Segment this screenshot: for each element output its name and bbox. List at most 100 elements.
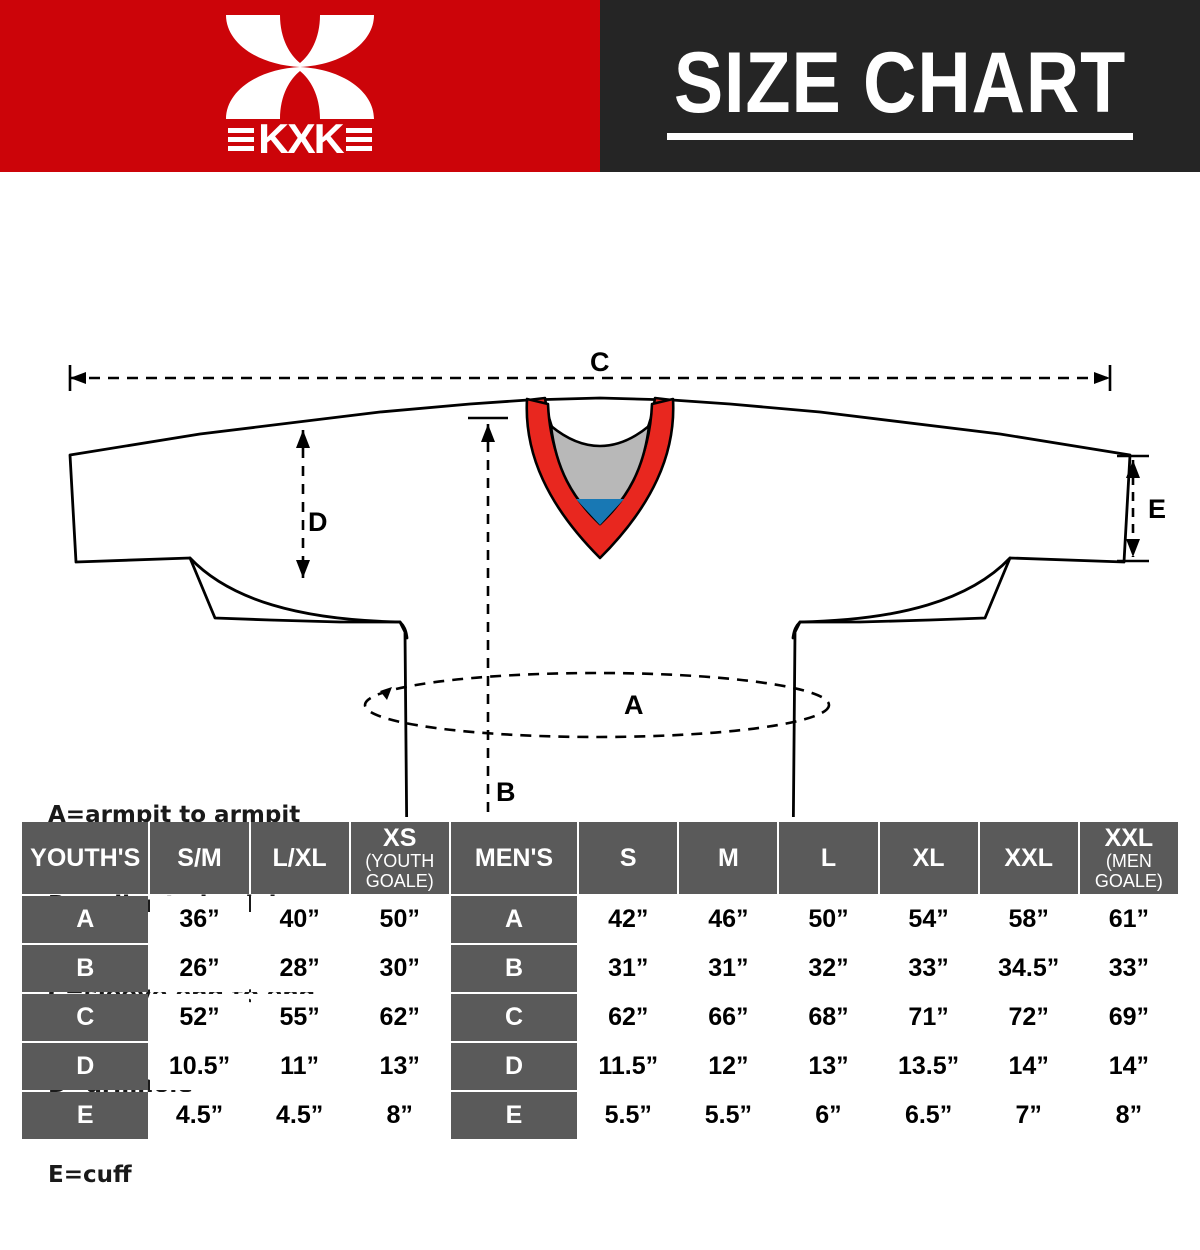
cell-youth-xs-a: 50” [350, 896, 449, 943]
col-header-m: M [679, 822, 778, 894]
cell-youth-lxl-e: 4.5” [250, 1092, 349, 1139]
title-block: SIZE CHART [637, 37, 1163, 140]
row-label-men-b: B [450, 945, 578, 992]
cell-men-xxlgoale-e: 8” [1079, 1092, 1178, 1139]
cell-men-m-a: 46” [679, 896, 778, 943]
row-label-youth-d: D [22, 1043, 149, 1090]
cell-men-m-c: 66” [679, 994, 778, 1041]
cell-youth-sm-b: 26” [150, 945, 249, 992]
col-header-xs-main: XS [383, 824, 417, 852]
bars-left-icon [227, 127, 254, 151]
cell-men-xxlgoale-d: 14” [1079, 1043, 1178, 1090]
brand-wordmark: KXK [210, 115, 390, 162]
cell-youth-sm-e: 4.5” [150, 1092, 249, 1139]
table-header-row: YOUTH'S S/M L/XL XS (YOUTH GOALE) MEN'S … [22, 822, 1178, 894]
page-header: KXK SIZE CHART [0, 0, 1200, 172]
row-label-youth-c: C [22, 994, 149, 1041]
cell-youth-lxl-d: 11” [250, 1043, 349, 1090]
row-label-youth-e: E [22, 1092, 149, 1139]
cell-men-xl-b: 33” [879, 945, 978, 992]
size-table: YOUTH'S S/M L/XL XS (YOUTH GOALE) MEN'S … [20, 820, 1180, 1141]
cell-men-xl-d: 13.5” [879, 1043, 978, 1090]
size-table-body: YOUTH'S S/M L/XL XS (YOUTH GOALE) MEN'S … [22, 822, 1178, 1139]
dimension-d [296, 430, 310, 578]
dimension-b [468, 416, 508, 817]
col-header-xxl-main: XXL [1104, 824, 1154, 852]
jersey-outline [68, 396, 1132, 817]
cell-youth-xs-b: 30” [350, 945, 449, 992]
dimension-label-b: B [496, 777, 516, 807]
cell-men-xl-c: 71” [879, 994, 978, 1041]
row-label-men-d: D [450, 1043, 578, 1090]
bars-right-icon [346, 127, 373, 151]
jersey-drawing [68, 365, 1149, 817]
col-header-lxl: L/XL [250, 822, 349, 894]
cell-men-l-b: 32” [779, 945, 878, 992]
col-header-xxl: XXL [979, 822, 1078, 894]
row-label-men-a: A [450, 896, 578, 943]
cell-men-s-b: 31” [579, 945, 678, 992]
col-header-sm: S/M [150, 822, 249, 894]
underarm-curves [188, 556, 1012, 640]
brand-logo: KXK [210, 11, 390, 161]
cell-youth-lxl-c: 55” [250, 994, 349, 1041]
title-panel: SIZE CHART [600, 0, 1200, 172]
cell-men-l-e: 6” [779, 1092, 878, 1139]
cell-men-l-a: 50” [779, 896, 878, 943]
col-header-xl: XL [879, 822, 978, 894]
cell-men-xl-a: 54” [879, 896, 978, 943]
table-row: E 4.5” 4.5” 8” E 5.5” 5.5” 6” 6.5” 7” 8” [22, 1092, 1178, 1139]
cell-youth-xs-d: 13” [350, 1043, 449, 1090]
cell-men-m-e: 5.5” [679, 1092, 778, 1139]
cell-youth-sm-a: 36” [150, 896, 249, 943]
title-underline [667, 132, 1133, 140]
col-header-youths: YOUTH'S [22, 822, 149, 894]
cell-men-xxl-e: 7” [979, 1092, 1078, 1139]
legend-item-e: E=cuff [48, 1162, 132, 1188]
cell-men-m-b: 31” [679, 945, 778, 992]
page-title: SIZE CHART [673, 34, 1127, 131]
cell-youth-sm-d: 10.5” [150, 1043, 249, 1090]
jersey-collar [525, 396, 675, 560]
cell-youth-xs-e: 8” [350, 1092, 449, 1139]
col-header-xxl-sub: (MEN GOALE) [1094, 851, 1163, 891]
col-header-xs-sub: (YOUTH GOALE) [365, 851, 435, 891]
cell-youth-lxl-a: 40” [250, 896, 349, 943]
dimension-label-c: C [590, 347, 610, 377]
cell-men-xl-e: 6.5” [879, 1092, 978, 1139]
dimension-c [68, 365, 1112, 391]
size-table-wrapper: YOUTH'S S/M L/XL XS (YOUTH GOALE) MEN'S … [20, 820, 1180, 1141]
cell-men-xxlgoale-b: 33” [1079, 945, 1178, 992]
cell-men-xxl-c: 72” [979, 994, 1078, 1041]
cell-men-s-c: 62” [579, 994, 678, 1041]
row-label-men-c: C [450, 994, 578, 1041]
dimension-label-d: D [308, 507, 328, 537]
row-label-men-e: E [450, 1092, 578, 1139]
table-row: D 10.5” 11” 13” D 11.5” 12” 13” 13.5” 14… [22, 1043, 1178, 1090]
col-header-mens: MEN'S [450, 822, 578, 894]
cell-men-xxlgoale-a: 61” [1079, 896, 1178, 943]
brand-name: KXK [257, 115, 344, 162]
col-header-xxl-men-goale: XXL (MEN GOALE) [1079, 822, 1178, 894]
cell-youth-sm-c: 52” [150, 994, 249, 1041]
table-row: A 36” 40” 50” A 42” 46” 50” 54” 58” 61” [22, 896, 1178, 943]
dimension-label-e: E [1148, 494, 1167, 524]
col-header-xs-youth-goale: XS (YOUTH GOALE) [350, 822, 449, 894]
row-label-youth-a: A [22, 896, 149, 943]
cell-men-l-c: 68” [779, 994, 878, 1041]
cell-men-xxl-d: 14” [979, 1043, 1078, 1090]
dimension-a [363, 671, 831, 739]
row-label-youth-b: B [22, 945, 149, 992]
col-header-l: L [779, 822, 878, 894]
table-row: C 52” 55” 62” C 62” 66” 68” 71” 72” 69” [22, 994, 1178, 1041]
col-header-s: S [579, 822, 678, 894]
jersey-diagram: C D B A E A=armpit to armpit B=collar to… [0, 172, 1200, 1188]
dimension-label-a: A [624, 690, 644, 720]
cell-youth-xs-c: 62” [350, 994, 449, 1041]
brand-panel: KXK [0, 0, 600, 172]
cell-men-s-d: 11.5” [579, 1043, 678, 1090]
cell-men-xxl-a: 58” [979, 896, 1078, 943]
cell-men-m-d: 12” [679, 1043, 778, 1090]
cell-men-xxlgoale-c: 69” [1079, 994, 1178, 1041]
table-row: B 26” 28” 30” B 31” 31” 32” 33” 34.5” 33… [22, 945, 1178, 992]
